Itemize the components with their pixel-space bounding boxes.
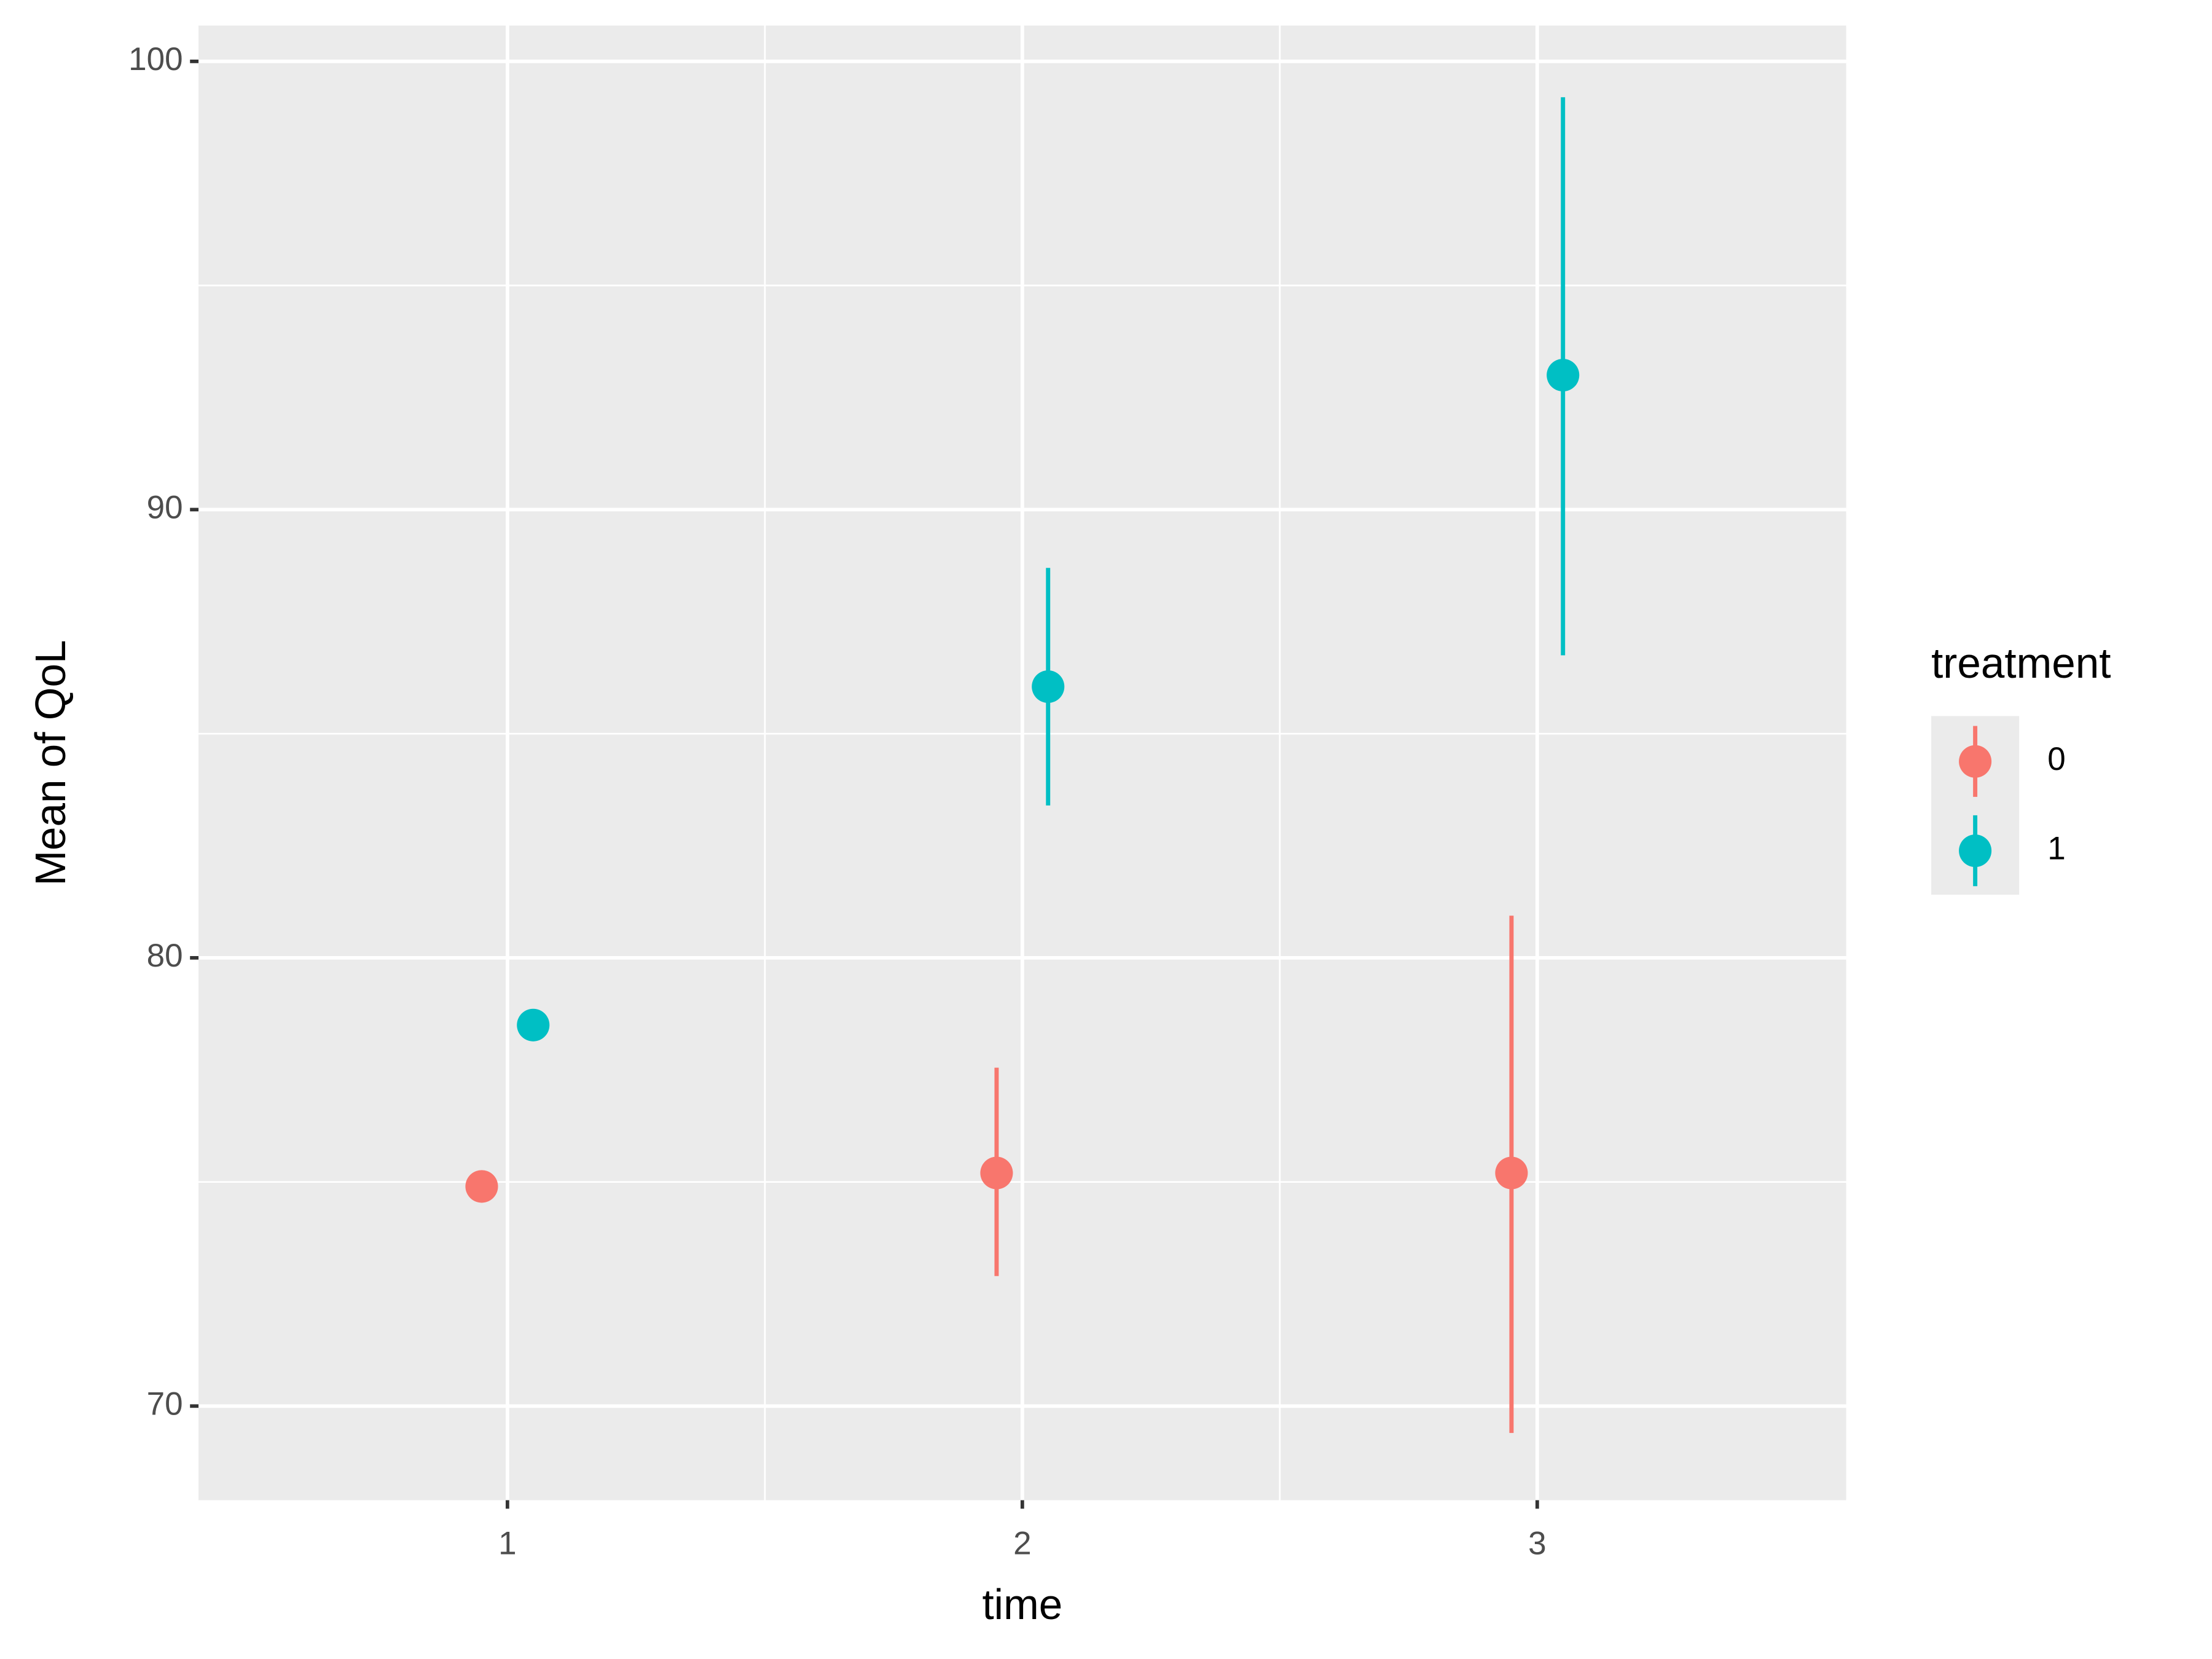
point [517,1008,550,1041]
point [1032,670,1065,704]
point [980,1156,1013,1190]
x-axis-title: time [982,1580,1062,1628]
point [1547,358,1580,392]
point [465,1170,498,1203]
x-tick-label: 1 [498,1525,517,1561]
y-tick-label: 70 [147,1386,183,1422]
point [1495,1156,1528,1190]
legend-label: 0 [2047,741,2066,777]
legend-title: treatment [1931,639,2111,687]
x-tick-label: 3 [1528,1525,1547,1561]
y-tick-label: 90 [147,489,183,525]
legend-key-point [1959,834,1992,868]
y-tick-label: 80 [147,938,183,974]
legend-label: 1 [2047,831,2066,867]
x-tick-label: 2 [1013,1525,1032,1561]
y-tick-label: 100 [128,41,183,77]
y-axis-title: Mean of QoL [26,640,74,885]
legend-key-point [1959,745,1992,778]
